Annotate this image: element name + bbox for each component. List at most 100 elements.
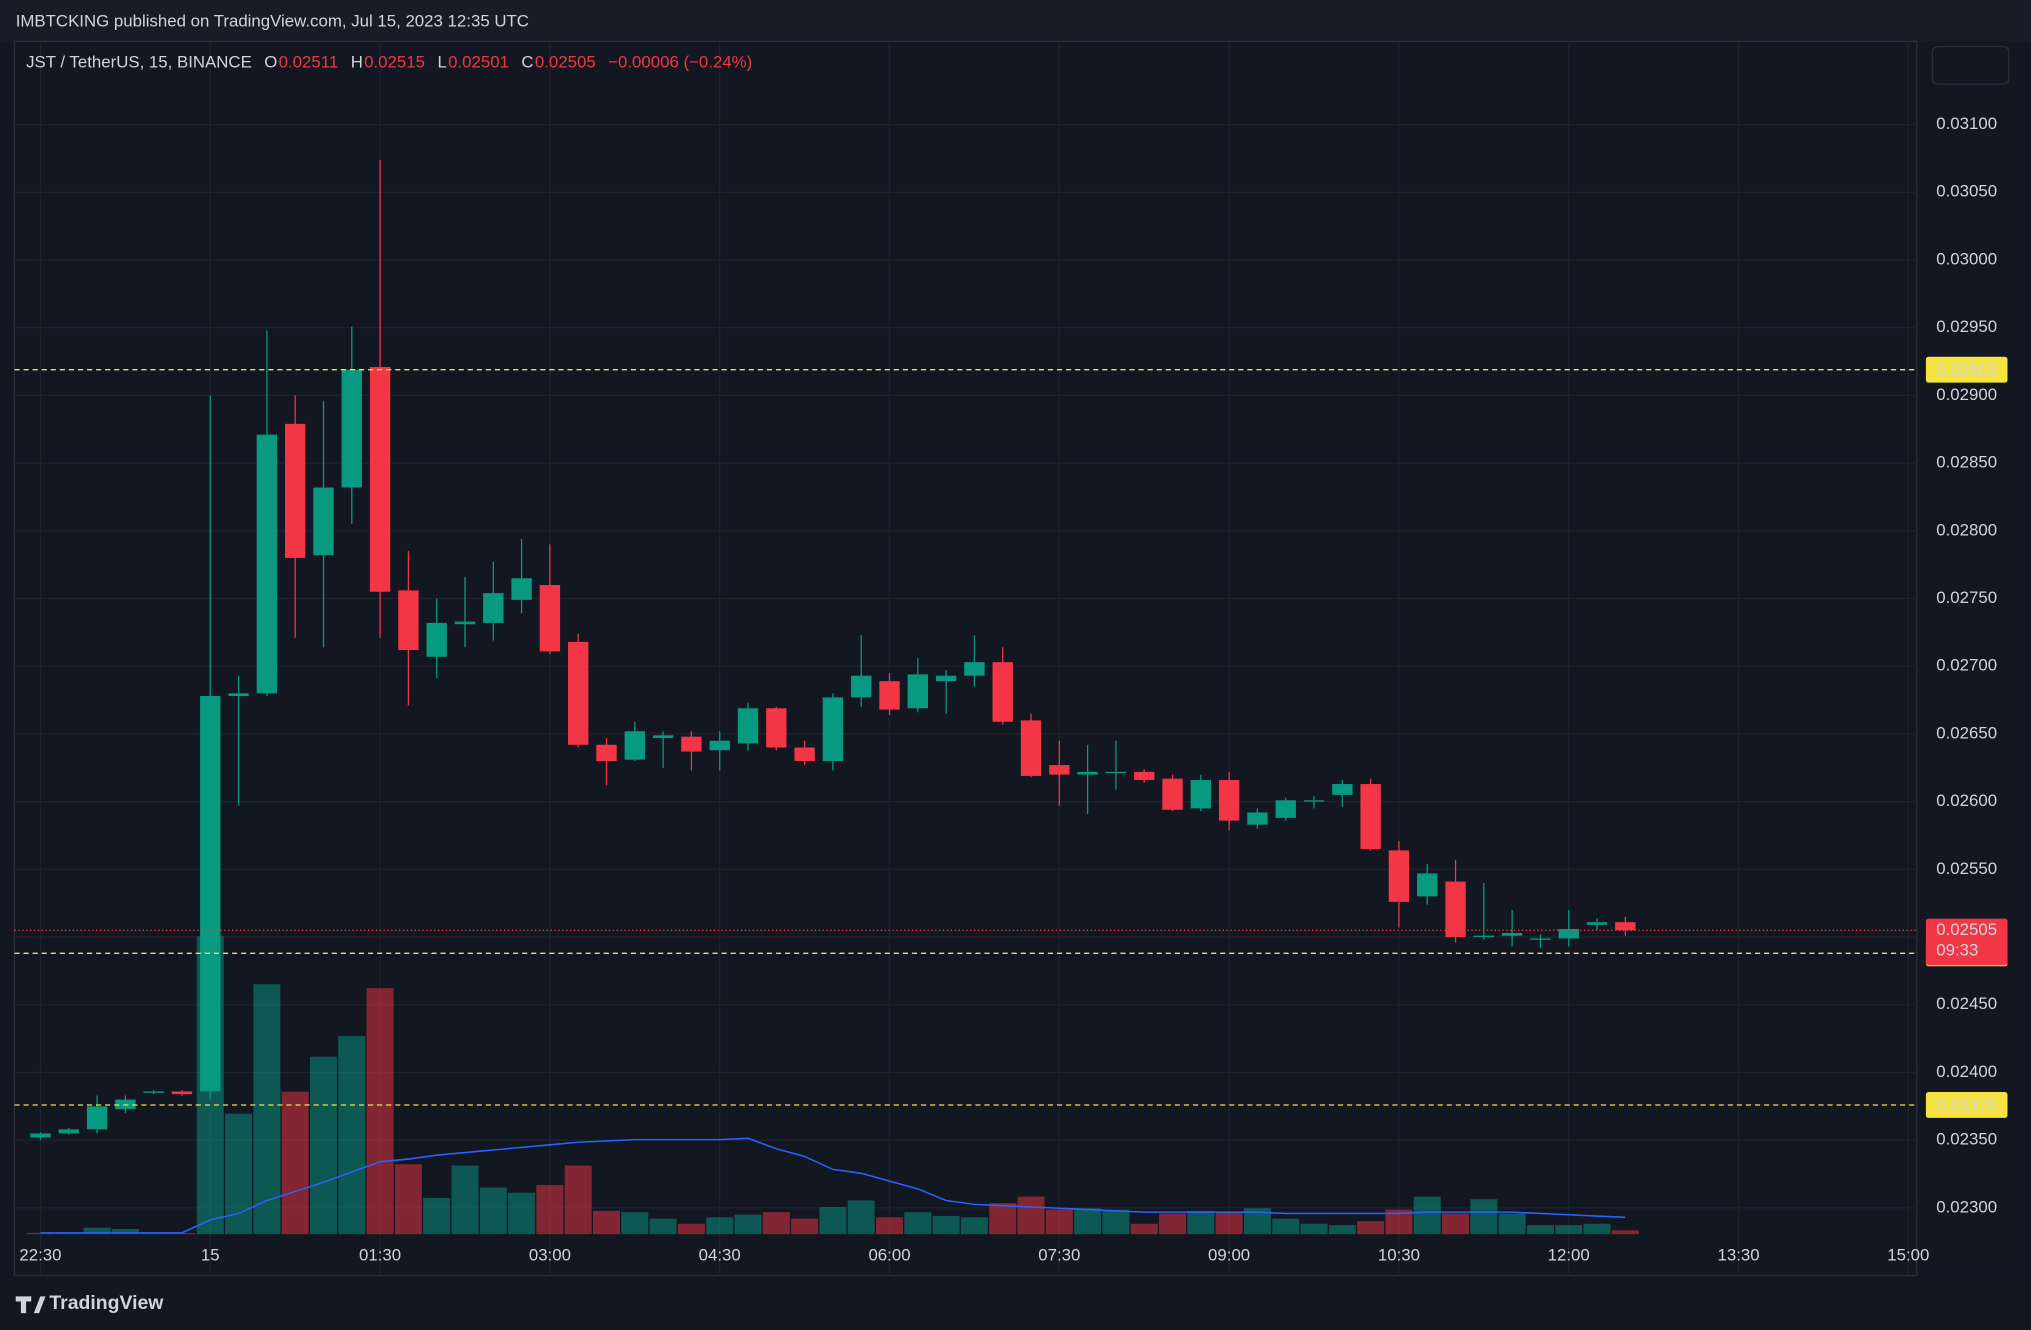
brand: TradingView (49, 1292, 164, 1314)
volume-bar (819, 1206, 847, 1235)
candle-body (766, 708, 787, 748)
volume-bar (83, 1227, 111, 1235)
candle-body (568, 641, 589, 745)
price-label: 0.02376 (1936, 1096, 1997, 1115)
candle-body (171, 1091, 193, 1095)
volume-bar (423, 1197, 451, 1235)
candle-body (1388, 850, 1410, 902)
volume-bar (111, 1228, 139, 1235)
volume-bar (677, 1223, 705, 1235)
ohlc-value: 0.02501 (448, 53, 509, 72)
candle-body (86, 1106, 108, 1130)
x-tick-label: 22:30 (19, 1246, 61, 1265)
volume-bar (876, 1217, 904, 1235)
volume-bar (1357, 1221, 1385, 1235)
volume-ma-line (40, 1137, 1626, 1234)
candle-body (483, 593, 504, 623)
volume-bar (1272, 1218, 1300, 1235)
y-tick-label: 0.02700 (1936, 656, 1997, 675)
x-tick-label: 01:30 (359, 1246, 401, 1265)
volume-bar (338, 1036, 366, 1235)
volume-bar (451, 1165, 479, 1235)
candle-body (822, 697, 844, 762)
candle-body (228, 693, 249, 697)
last-price-box (1925, 918, 2008, 966)
candle-body (256, 434, 278, 694)
volume-bar (1526, 1225, 1554, 1235)
volume-bar (479, 1187, 507, 1235)
candle-body (1360, 784, 1381, 850)
volume-bar (508, 1192, 536, 1235)
y-tick-label: 0.02950 (1936, 317, 1997, 336)
volume-bar (536, 1184, 564, 1235)
volume-bar (932, 1216, 960, 1235)
x-tick-label: 09:00 (1208, 1246, 1250, 1265)
candle-body (624, 731, 645, 760)
volume-bar (904, 1212, 932, 1235)
volume-bar (1102, 1209, 1130, 1235)
candle-body (1417, 873, 1438, 897)
symbol: JST / TetherUS, 15, BINANCE (26, 53, 252, 72)
y-tick-label: 0.02850 (1936, 453, 1997, 472)
candle-body (426, 622, 447, 657)
y-tick-label: 0.02650 (1936, 723, 1997, 742)
candle-body (200, 696, 221, 1092)
toolbar-button[interactable] (1931, 45, 2010, 85)
axes: 0.023000.023500.024000.024500.025000.025… (14, 114, 2008, 1265)
volume-bar (1555, 1225, 1583, 1235)
volume-bar (366, 988, 394, 1235)
candle-body (1162, 778, 1183, 810)
grid (14, 41, 1917, 1276)
x-tick-label: 12:00 (1548, 1246, 1590, 1265)
candle-body (1501, 933, 1523, 936)
candle-body (1473, 935, 1495, 938)
x-tick-label: 15 (201, 1246, 220, 1265)
y-tick-label: 0.02450 (1936, 994, 1997, 1013)
candle-body (1190, 779, 1212, 809)
x-tick-label: 07:30 (1038, 1246, 1080, 1265)
volume-bar (734, 1214, 762, 1235)
price-label-box (1925, 1092, 2008, 1118)
candle-body (1049, 765, 1070, 775)
price-label-box (1925, 356, 2008, 383)
volume-bar (1413, 1196, 1441, 1235)
ohlc-value: 0.02515 (364, 53, 425, 72)
candle-body (1558, 928, 1579, 939)
ohlc-value: 0.02505 (535, 53, 596, 72)
y-tick-label: 0.03100 (1936, 114, 1997, 133)
volume-bar (1583, 1223, 1611, 1235)
y-tick-label: 0.02300 (1936, 1197, 1997, 1216)
y-tick-label: 0.03050 (1936, 182, 1997, 201)
ohlc-label: H (351, 53, 363, 72)
candle-body (539, 584, 561, 652)
candle-body (1134, 771, 1155, 780)
candle-body (1615, 922, 1636, 931)
volume-bar (1470, 1199, 1498, 1235)
volume-bar (649, 1218, 677, 1235)
candle-body (879, 681, 900, 710)
ohlc-value: 0.02511 (279, 53, 339, 72)
volume-bar (1442, 1213, 1470, 1235)
volume-bar (989, 1203, 1017, 1235)
ohlc-label: C (521, 53, 533, 72)
volume-bar (1300, 1223, 1328, 1235)
candle-body (652, 735, 674, 739)
volume-bar (706, 1217, 734, 1235)
candle-body (596, 744, 617, 762)
price-label: 0.02919 (1936, 360, 1997, 379)
volume-bar (1215, 1212, 1243, 1235)
candle-body (58, 1129, 79, 1134)
candle-body (1275, 800, 1296, 818)
candle-body (964, 662, 985, 676)
candle-body (851, 675, 872, 698)
candle-body (398, 590, 419, 650)
y-tick-label: 0.02350 (1936, 1130, 1997, 1149)
plot-area (13, 40, 1918, 1277)
x-tick-label: 06:00 (868, 1246, 910, 1265)
candles (30, 159, 1636, 1141)
candle-body (284, 423, 306, 558)
y-tick-label: 0.03000 (1936, 249, 1997, 268)
brand-logo (15, 1296, 46, 1314)
candle-body (794, 747, 815, 762)
